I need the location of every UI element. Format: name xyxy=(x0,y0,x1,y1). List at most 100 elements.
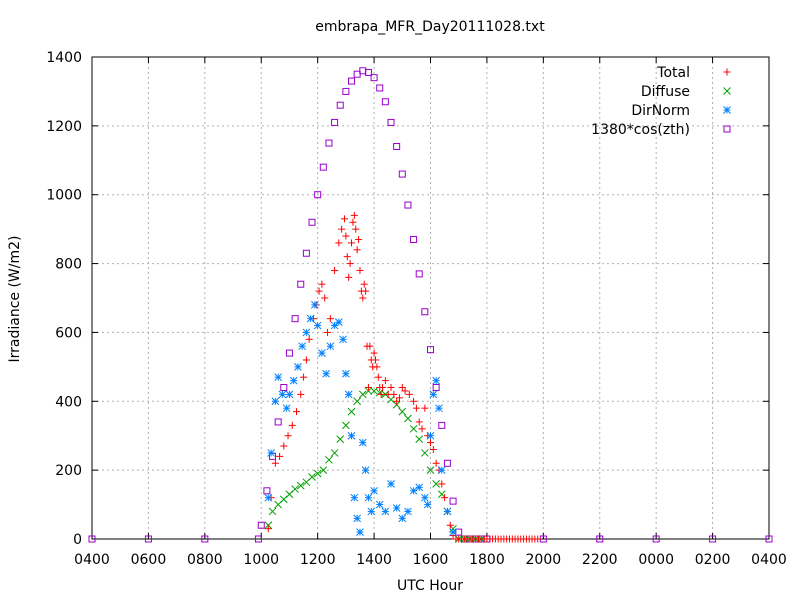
data-point xyxy=(302,328,311,337)
legend: Total Diffuse DirNorm 1380*cos(zth) xyxy=(591,65,731,138)
legend-marker xyxy=(723,68,731,76)
data-point xyxy=(709,535,717,543)
data-point xyxy=(344,390,353,399)
data-point xyxy=(379,384,387,392)
data-point xyxy=(298,342,307,351)
y-tick-label: 400 xyxy=(55,394,82,410)
y-tick-label: 600 xyxy=(55,325,82,341)
data-point xyxy=(310,301,319,309)
data-point xyxy=(353,70,361,78)
data-point xyxy=(421,308,429,316)
series-dirnorm xyxy=(264,301,457,536)
data-point xyxy=(254,535,262,543)
data-point xyxy=(361,466,370,474)
data-point xyxy=(285,349,293,357)
data-point xyxy=(387,118,395,126)
data-point xyxy=(144,535,152,543)
legend-label: Total xyxy=(656,65,690,81)
data-point xyxy=(334,318,343,326)
legend-marker xyxy=(723,125,731,133)
data-point xyxy=(421,449,429,457)
data-point xyxy=(395,394,403,402)
data-point xyxy=(313,469,322,478)
data-point xyxy=(359,67,367,75)
data-point xyxy=(271,459,279,467)
data-point xyxy=(257,521,265,529)
legend-marker xyxy=(723,87,731,95)
data-point xyxy=(321,294,329,302)
x-tick-label: 1200 xyxy=(300,552,336,568)
data-point xyxy=(401,387,409,395)
data-point xyxy=(349,218,357,226)
data-point xyxy=(294,363,302,371)
data-point xyxy=(342,87,350,95)
data-point xyxy=(371,356,379,364)
data-point xyxy=(446,521,454,529)
data-point xyxy=(289,376,298,385)
y-tick-label: 0 xyxy=(73,532,82,548)
x-tick-label: 0000 xyxy=(638,552,674,568)
data-point xyxy=(331,266,339,274)
series-total xyxy=(264,211,542,543)
legend-label: DirNorm xyxy=(631,103,690,119)
data-point xyxy=(387,480,395,488)
data-point xyxy=(427,439,434,447)
data-point xyxy=(339,335,347,344)
data-point xyxy=(364,493,373,502)
data-point xyxy=(263,487,271,495)
x-tick-label: 0600 xyxy=(131,552,167,568)
legend-label: Diffuse xyxy=(641,84,690,100)
data-point xyxy=(438,421,446,429)
series-layer xyxy=(88,67,773,543)
data-point xyxy=(336,435,345,444)
x-tick-label: 2200 xyxy=(582,552,618,568)
data-point xyxy=(355,235,363,243)
data-point xyxy=(302,249,310,257)
data-point xyxy=(412,404,420,412)
data-point xyxy=(426,466,435,474)
data-point xyxy=(313,321,322,330)
data-point xyxy=(404,507,412,516)
data-point xyxy=(324,328,332,336)
x-tick-label: 2000 xyxy=(526,552,562,568)
data-point xyxy=(308,473,316,481)
data-point xyxy=(652,535,660,543)
data-point xyxy=(367,507,376,516)
data-point xyxy=(381,98,389,106)
data-point xyxy=(322,369,330,378)
data-point xyxy=(370,349,378,357)
x-tick-label: 0400 xyxy=(751,552,787,568)
data-point xyxy=(429,445,437,453)
data-point xyxy=(285,390,294,399)
data-point xyxy=(291,485,299,493)
data-point xyxy=(359,294,367,302)
data-point xyxy=(443,507,452,516)
data-point xyxy=(345,273,353,281)
data-point xyxy=(302,356,310,364)
y-tick-label: 1400 xyxy=(46,50,82,66)
y-tick-label: 1000 xyxy=(46,188,82,204)
data-point xyxy=(347,431,356,440)
data-point xyxy=(297,280,305,288)
data-point xyxy=(300,373,308,381)
data-point xyxy=(441,494,449,502)
data-point xyxy=(264,493,273,502)
data-point xyxy=(432,459,440,467)
data-point xyxy=(353,397,362,406)
data-point xyxy=(449,497,457,505)
data-point xyxy=(393,143,401,151)
data-point xyxy=(282,404,291,413)
data-point xyxy=(370,486,378,495)
data-point xyxy=(435,404,443,413)
chart-title: embrapa_MFR_Day20111028.txt xyxy=(315,19,545,35)
data-point xyxy=(336,101,344,109)
data-point xyxy=(274,373,283,382)
data-point xyxy=(381,507,390,516)
data-point xyxy=(418,425,426,433)
data-point xyxy=(284,432,292,440)
data-point xyxy=(534,535,542,543)
data-point xyxy=(370,387,378,395)
data-point xyxy=(288,421,296,429)
data-point xyxy=(350,211,358,219)
data-point xyxy=(319,466,328,474)
